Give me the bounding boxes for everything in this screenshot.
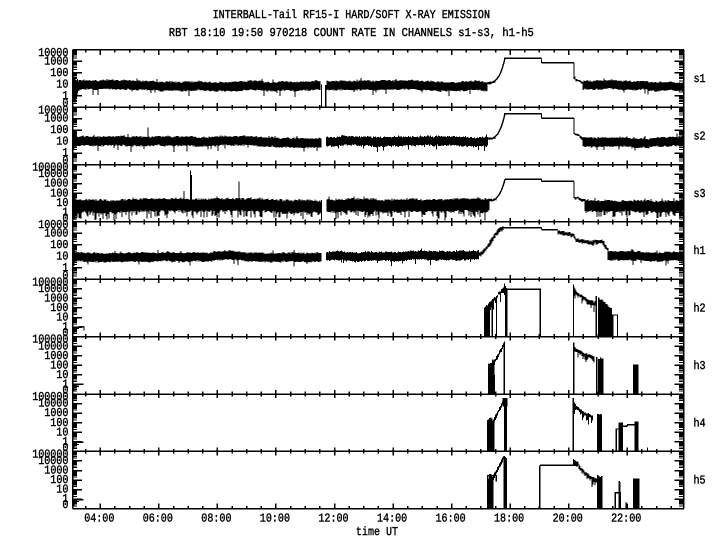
- svg-text:100000: 100000: [32, 390, 68, 404]
- svg-text:10000: 10000: [38, 167, 68, 181]
- svg-text:h1: h1: [694, 244, 706, 258]
- svg-text:10000: 10000: [38, 339, 68, 353]
- svg-text:h3: h3: [694, 359, 706, 373]
- svg-text:0: 0: [62, 97, 68, 111]
- svg-text:04:00: 04:00: [84, 512, 114, 526]
- svg-text:100: 100: [50, 473, 68, 487]
- svg-text:20:00: 20:00: [553, 512, 583, 526]
- svg-text:0: 0: [62, 326, 68, 340]
- svg-text:1000: 1000: [44, 406, 68, 420]
- svg-text:s2: s2: [694, 129, 706, 143]
- svg-text:100000: 100000: [32, 333, 68, 347]
- svg-text:10000: 10000: [38, 282, 68, 296]
- svg-text:100000: 100000: [32, 447, 68, 461]
- svg-text:0: 0: [62, 441, 68, 455]
- svg-text:100: 100: [50, 416, 68, 430]
- svg-text:1: 1: [62, 320, 68, 334]
- svg-text:100000: 100000: [32, 275, 68, 289]
- svg-text:1: 1: [62, 146, 68, 160]
- svg-text:h4: h4: [694, 416, 706, 430]
- svg-text:1000: 1000: [44, 227, 68, 241]
- svg-text:1000: 1000: [44, 464, 68, 478]
- svg-text:100: 100: [50, 123, 68, 137]
- svg-text:10:00: 10:00: [260, 512, 290, 526]
- svg-text:16:00: 16:00: [436, 512, 466, 526]
- svg-text:10: 10: [56, 368, 68, 382]
- svg-text:22:00: 22:00: [611, 512, 641, 526]
- svg-text:100: 100: [50, 238, 68, 252]
- svg-text:1000: 1000: [44, 54, 68, 68]
- svg-text:h5: h5: [694, 474, 706, 488]
- svg-text:0: 0: [62, 211, 68, 225]
- svg-text:0: 0: [62, 269, 68, 283]
- svg-text:10: 10: [56, 311, 68, 325]
- svg-text:0: 0: [62, 384, 68, 398]
- svg-text:time UT: time UT: [356, 525, 398, 539]
- svg-text:10000: 10000: [38, 46, 68, 60]
- svg-text:10000: 10000: [38, 454, 68, 468]
- svg-text:100: 100: [50, 66, 68, 80]
- svg-text:10000: 10000: [38, 218, 68, 232]
- svg-text:10: 10: [56, 483, 68, 497]
- svg-text:1000: 1000: [44, 292, 68, 306]
- svg-text:100: 100: [50, 301, 68, 315]
- svg-text:100: 100: [50, 186, 68, 200]
- svg-text:h2: h2: [694, 302, 706, 316]
- svg-text:10: 10: [56, 425, 68, 439]
- svg-text:s1: s1: [694, 72, 706, 86]
- svg-text:100000: 100000: [32, 161, 68, 175]
- svg-text:0: 0: [62, 498, 68, 512]
- svg-text:INTERBALL-Tail RF15-I HARD/SOF: INTERBALL-Tail RF15-I HARD/SOFT X-RAY EM…: [213, 8, 490, 22]
- svg-text:18:00: 18:00: [494, 512, 524, 526]
- svg-text:10: 10: [56, 196, 68, 210]
- svg-text:1: 1: [62, 378, 68, 392]
- svg-text:1: 1: [62, 205, 68, 219]
- svg-text:100: 100: [50, 358, 68, 372]
- svg-text:10000: 10000: [38, 397, 68, 411]
- svg-text:1: 1: [62, 435, 68, 449]
- svg-text:1000: 1000: [44, 177, 68, 191]
- svg-text:08:00: 08:00: [201, 512, 231, 526]
- svg-text:10: 10: [56, 135, 68, 149]
- svg-text:1: 1: [62, 89, 68, 103]
- svg-text:RBT 18:10 19:50 970218 COUNT: RBT 18:10 19:50 970218 COUNT RATE IN CHA…: [169, 26, 534, 40]
- svg-text:s3: s3: [694, 187, 706, 201]
- svg-text:1: 1: [62, 261, 68, 275]
- svg-text:10: 10: [56, 249, 68, 263]
- svg-text:06:00: 06:00: [143, 512, 173, 526]
- svg-text:10000: 10000: [38, 103, 68, 117]
- svg-text:10: 10: [56, 77, 68, 91]
- svg-text:14:00: 14:00: [377, 512, 407, 526]
- svg-text:1: 1: [62, 492, 68, 506]
- svg-text:1000: 1000: [44, 112, 68, 126]
- svg-text:12:00: 12:00: [318, 512, 348, 526]
- svg-text:1000: 1000: [44, 349, 68, 363]
- svg-text:0: 0: [62, 154, 68, 168]
